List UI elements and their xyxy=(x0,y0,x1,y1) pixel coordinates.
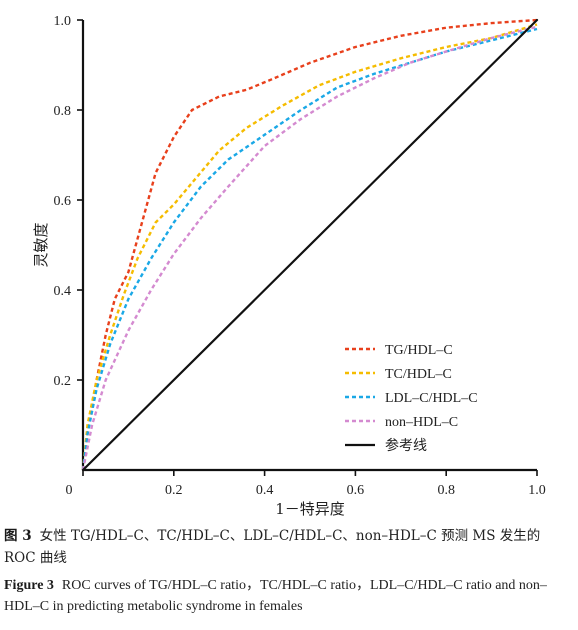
y-tick-label: 1.0 xyxy=(54,14,72,29)
caption-chinese: 图 3 女性 TG/HDL–C、TC/HDL–C、LDL–C/HDL–C、non–… xyxy=(4,525,574,569)
x-tick-label: 0.4 xyxy=(256,483,274,498)
y-tick-label: 0.6 xyxy=(54,194,72,209)
caption-english: Figure 3 ROC curves of TG/HDL–C ratio，TC/… xyxy=(4,575,574,617)
legend-label-0: TG/HDL–C xyxy=(385,343,453,358)
x-tick-label: 1.0 xyxy=(528,483,546,498)
caption-text-en: ROC curves of TG/HDL–C ratio，TC/HDL–C ra… xyxy=(4,578,547,614)
series-line-0 xyxy=(81,18,538,471)
caption-text-cn: 女性 TG/HDL–C、TC/HDL–C、LDL–C/HDL–C、non–HDL… xyxy=(4,528,541,566)
series-layer xyxy=(81,18,539,472)
legend: TG/HDL–C TC/HDL–C LDL–C/HDL–C non–HDL–C 参考线 xyxy=(345,343,478,454)
x-tick-label: 0.8 xyxy=(437,483,455,498)
y-tick-label: 0.8 xyxy=(54,104,72,119)
legend-label-2: LDL–C/HDL–C xyxy=(385,391,478,406)
x-axis-title: 1－特异度 xyxy=(275,500,345,518)
chart-axes xyxy=(81,20,537,472)
series-line-4 xyxy=(81,18,539,472)
legend-label-3: non–HDL–C xyxy=(385,415,458,430)
x-tick-label: 0.6 xyxy=(347,483,365,498)
legend-label-1: TC/HDL–C xyxy=(385,367,452,382)
series-line-3 xyxy=(81,25,538,471)
roc-chart: 0 1－特异度 灵敏度 TG/HDL–C TC/HDL–C LDL–C/HDL–C n… xyxy=(32,14,546,518)
series-line-1 xyxy=(81,23,538,471)
y-tick-label: 0.2 xyxy=(54,374,72,389)
legend-label-4: 参考线 xyxy=(385,437,427,454)
series-line-2 xyxy=(81,27,538,471)
origin-label: 0 xyxy=(66,483,73,498)
y-axis-title: 灵敏度 xyxy=(32,222,50,267)
x-tick-label: 0.2 xyxy=(165,483,183,498)
caption-figure-number-en: Figure 3 xyxy=(4,578,54,593)
caption-figure-number-cn: 图 3 xyxy=(4,528,32,544)
y-tick-label: 0.4 xyxy=(54,284,72,299)
